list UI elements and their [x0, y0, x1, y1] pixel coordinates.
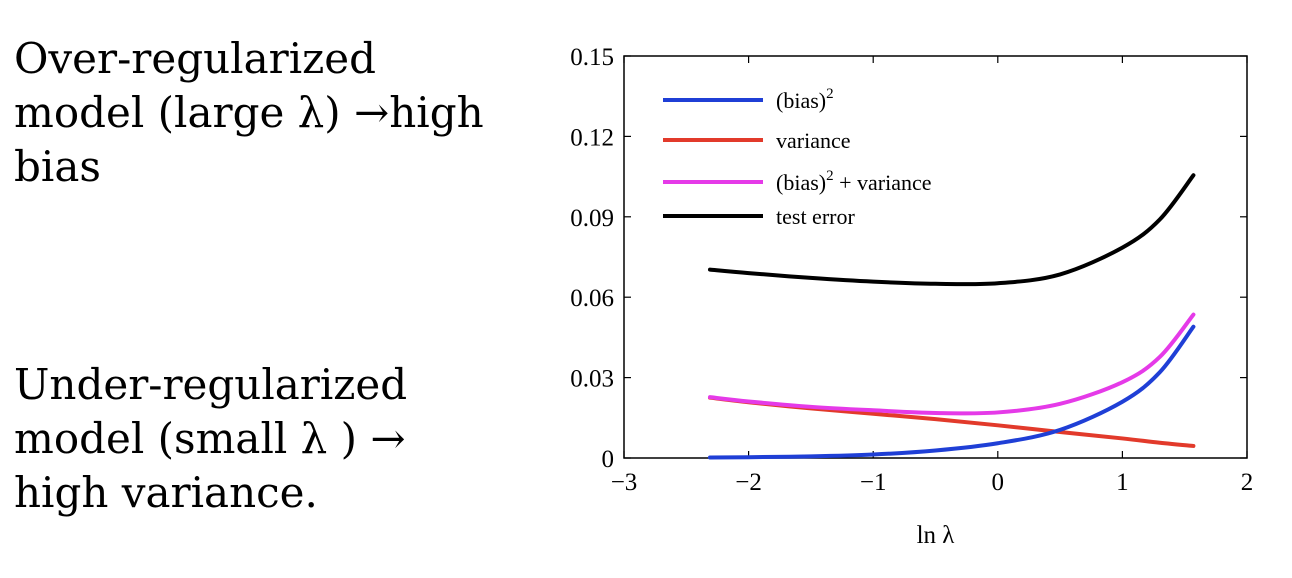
x-tick-label: 2 — [1241, 469, 1254, 496]
y-tick-label: 0.06 — [570, 285, 614, 312]
y-tick-label: 0 — [602, 446, 615, 473]
x-tick-label: −3 — [611, 469, 638, 496]
series-line-3 — [707, 173, 1196, 287]
y-tick-label: 0.09 — [570, 205, 614, 232]
series-line-0 — [707, 324, 1196, 460]
legend-label-2: (bias)2 + variance — [776, 168, 932, 195]
x-tick-label: −1 — [860, 469, 887, 496]
plot-frame — [623, 55, 1248, 459]
over-regularized-text: Over-regularized model (large λ) →high b… — [14, 34, 484, 191]
legend-label-3: test error — [776, 204, 855, 229]
x-axis-label: ln λ — [917, 522, 955, 549]
y-tick-label: 0.15 — [570, 44, 614, 71]
legend-label-1: variance — [776, 128, 851, 153]
x-tick-label: 1 — [1116, 469, 1129, 496]
x-tick-label: 0 — [992, 469, 1005, 496]
x-tick-label: −2 — [735, 469, 762, 496]
legend-label-0: (bias)2 — [776, 86, 834, 113]
y-tick-label: 0.03 — [570, 366, 614, 393]
series-line-2 — [707, 312, 1196, 416]
y-tick-label: 0.12 — [570, 124, 614, 151]
under-regularized-text: Under-regularized model (small λ ) → hig… — [14, 360, 408, 517]
